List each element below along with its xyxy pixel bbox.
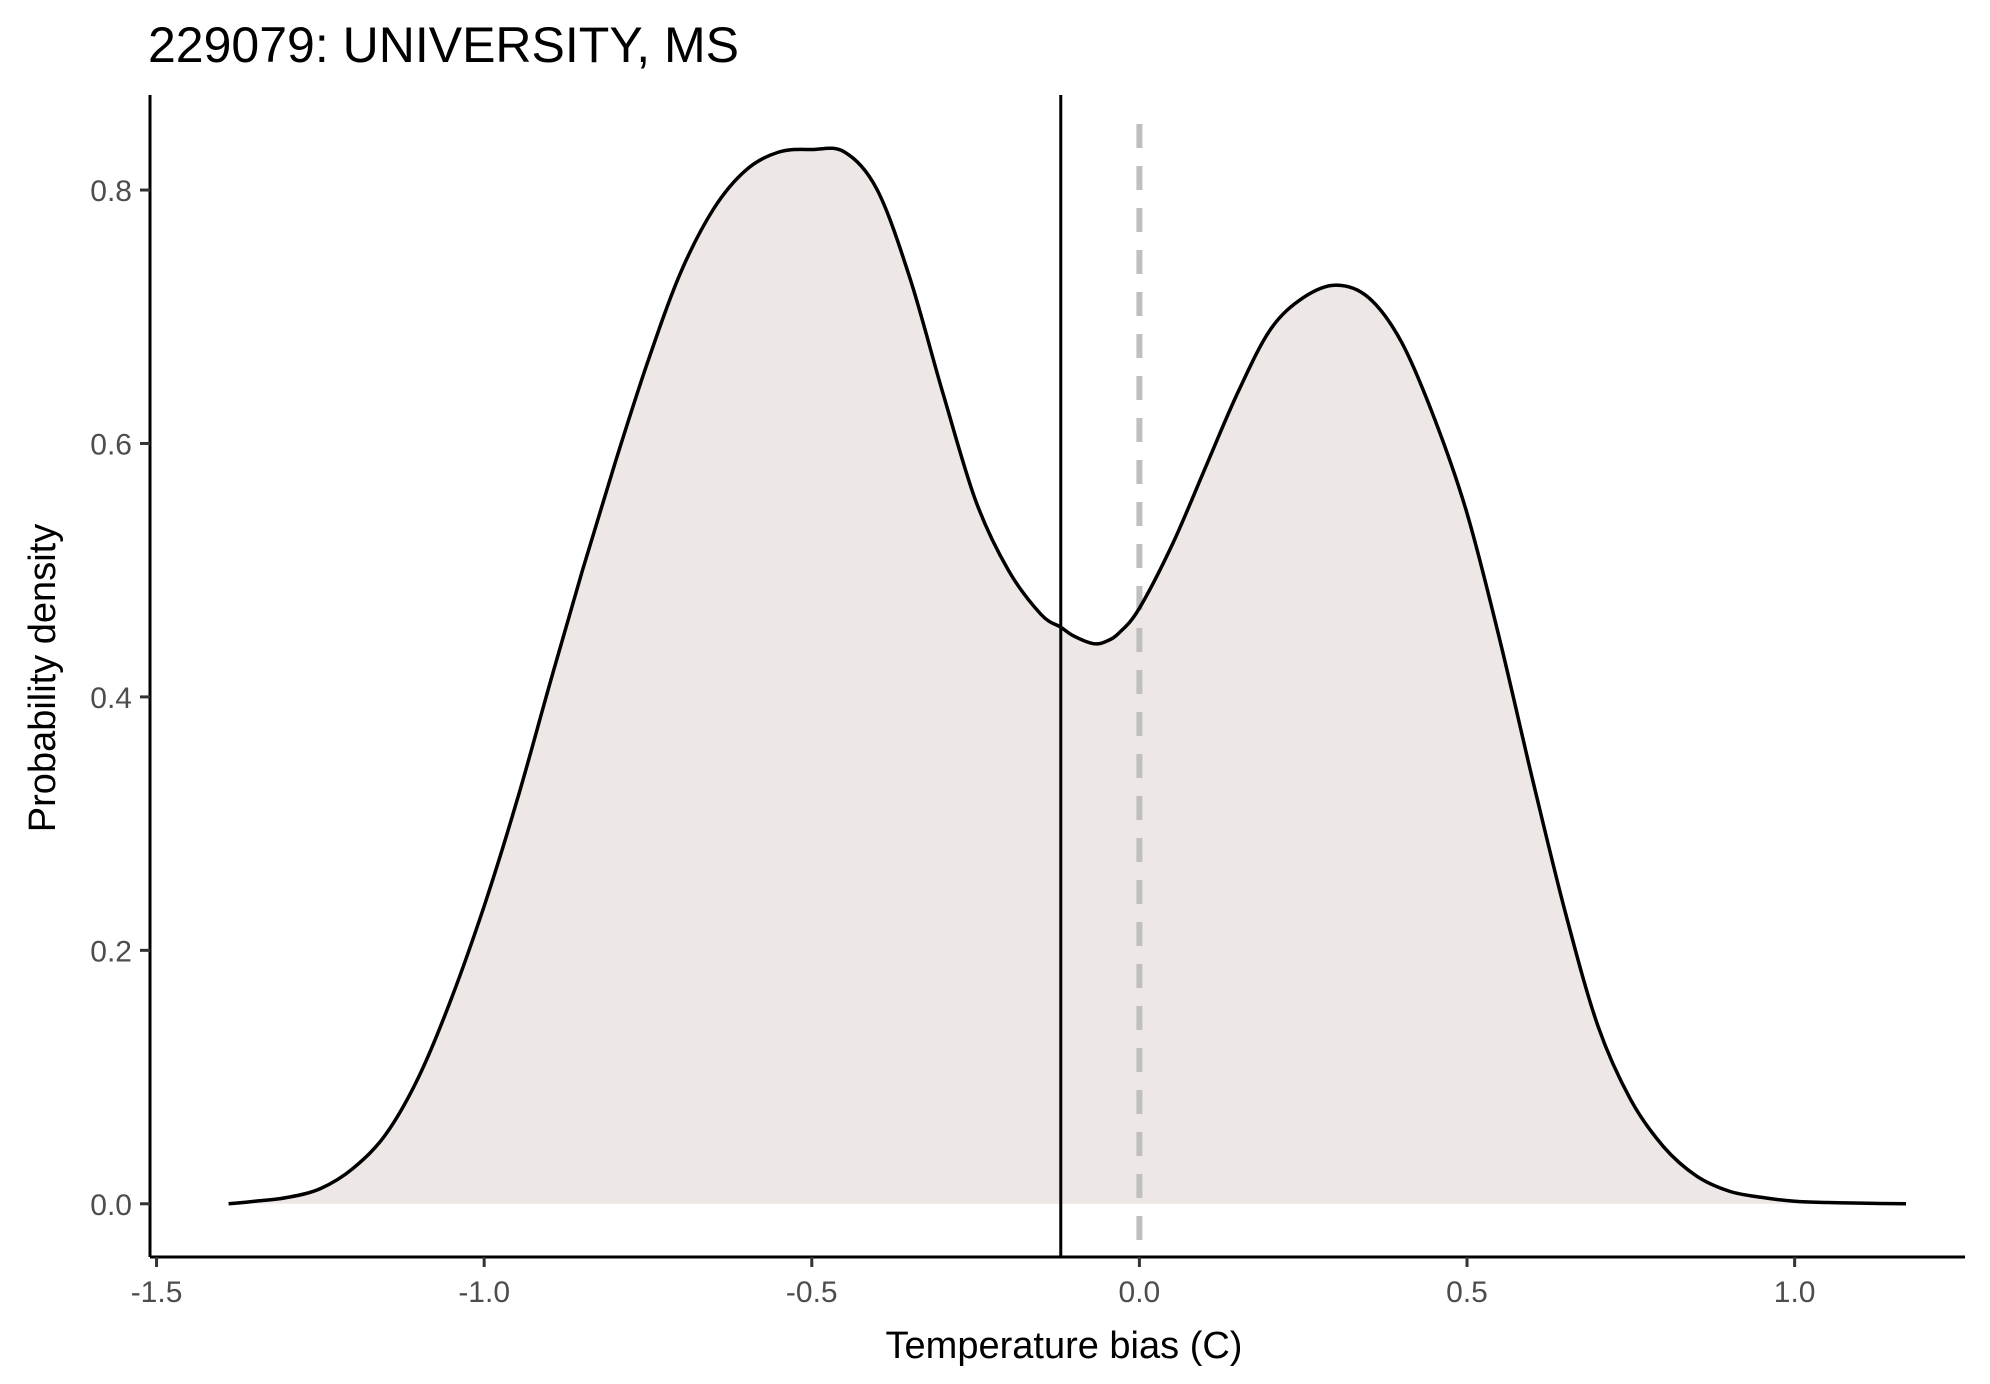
x-tick-label: 1.0	[1774, 1276, 1816, 1309]
y-axis-title: Probability density	[22, 524, 64, 832]
x-axis-ticks: -1.5 -1.0 -0.5 0.0 0.5 1.0	[131, 1257, 1816, 1309]
density-curve-line	[228, 146, 1907, 1206]
y-tick-label: 0.4	[90, 682, 132, 715]
x-tick-label: -1.0	[458, 1276, 510, 1309]
x-tick-label: -0.5	[786, 1276, 838, 1309]
x-axis: -1.5 -1.0 -0.5 0.0 0.5 1.0	[131, 1255, 1965, 1309]
x-tick-label: 0.5	[1446, 1276, 1488, 1309]
x-tick-label: -1.5	[131, 1276, 183, 1309]
x-axis-title: Temperature bias (C)	[886, 1325, 1243, 1367]
y-axis-ticks: 0.0 0.2 0.4 0.6 0.8	[90, 175, 150, 1222]
density-fill-area	[228, 148, 1907, 1204]
y-tick-label: 0.8	[90, 175, 132, 208]
y-tick-label: 0.2	[90, 935, 132, 968]
y-axis: 0.0 0.2 0.4 0.6 0.8	[90, 95, 152, 1257]
x-tick-label: 0.0	[1119, 1276, 1161, 1309]
chart-title: 229079: UNIVERSITY, MS	[148, 17, 739, 73]
plot-area	[228, 95, 1907, 1257]
y-tick-label: 0.6	[90, 428, 132, 461]
y-tick-label: 0.0	[90, 1189, 132, 1222]
